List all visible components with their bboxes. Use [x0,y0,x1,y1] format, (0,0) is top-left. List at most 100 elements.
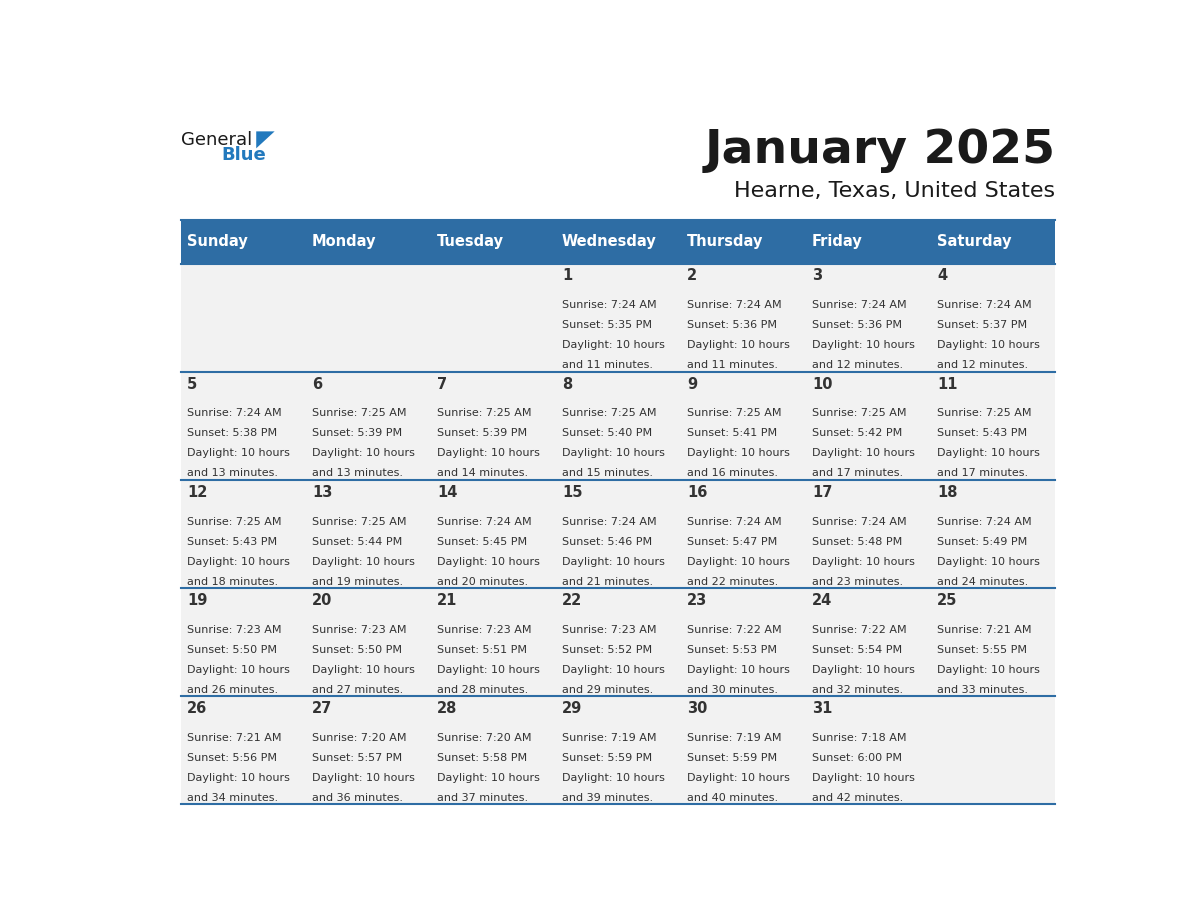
Text: Daylight: 10 hours: Daylight: 10 hours [687,773,790,783]
Text: Sunset: 5:58 PM: Sunset: 5:58 PM [437,753,527,763]
Text: and 12 minutes.: and 12 minutes. [811,361,903,370]
Text: and 36 minutes.: and 36 minutes. [312,793,403,803]
Bar [556,588,681,696]
Text: Sunset: 5:43 PM: Sunset: 5:43 PM [937,429,1026,439]
Text: and 11 minutes.: and 11 minutes. [562,361,653,370]
Text: and 20 minutes.: and 20 minutes. [437,577,529,587]
Text: January 2025: January 2025 [704,128,1055,173]
Text: Sunset: 5:36 PM: Sunset: 5:36 PM [687,320,777,330]
Text: 18: 18 [937,485,958,499]
Text: Saturday: Saturday [937,234,1011,249]
Bar [305,219,430,263]
Text: 17: 17 [811,485,833,499]
Bar [681,480,805,588]
Text: Daylight: 10 hours: Daylight: 10 hours [562,341,665,351]
Text: Sunrise: 7:23 AM: Sunrise: 7:23 AM [562,625,657,634]
Text: and 24 minutes.: and 24 minutes. [937,577,1028,587]
Bar [430,480,556,588]
Text: Daylight: 10 hours: Daylight: 10 hours [811,773,915,783]
Text: Daylight: 10 hours: Daylight: 10 hours [811,665,915,675]
Text: 7: 7 [437,376,447,392]
Text: Sunset: 5:41 PM: Sunset: 5:41 PM [687,429,777,439]
Bar [430,588,556,696]
Text: Sunset: 5:49 PM: Sunset: 5:49 PM [937,537,1028,546]
Text: and 29 minutes.: and 29 minutes. [562,685,653,695]
Text: Daylight: 10 hours: Daylight: 10 hours [188,449,290,458]
Text: Sunrise: 7:24 AM: Sunrise: 7:24 AM [937,300,1031,310]
Text: Daylight: 10 hours: Daylight: 10 hours [687,556,790,566]
Bar [930,263,1055,372]
Bar [556,696,681,804]
Text: Sunset: 6:00 PM: Sunset: 6:00 PM [811,753,902,763]
Bar [305,696,430,804]
Text: Sunrise: 7:25 AM: Sunrise: 7:25 AM [687,409,782,419]
Text: and 42 minutes.: and 42 minutes. [811,793,903,803]
Text: Daylight: 10 hours: Daylight: 10 hours [937,665,1040,675]
Text: Sunrise: 7:25 AM: Sunrise: 7:25 AM [437,409,531,419]
Text: Sunrise: 7:21 AM: Sunrise: 7:21 AM [937,625,1031,634]
Text: 21: 21 [437,593,457,608]
Text: Sunrise: 7:25 AM: Sunrise: 7:25 AM [312,517,406,527]
Text: and 32 minutes.: and 32 minutes. [811,685,903,695]
Text: Sunrise: 7:24 AM: Sunrise: 7:24 AM [437,517,532,527]
Bar [556,372,681,480]
Text: 27: 27 [312,701,333,716]
Text: and 28 minutes.: and 28 minutes. [437,685,529,695]
Text: Sunset: 5:35 PM: Sunset: 5:35 PM [562,320,652,330]
Bar [430,696,556,804]
Text: Daylight: 10 hours: Daylight: 10 hours [312,773,415,783]
Text: and 18 minutes.: and 18 minutes. [188,577,278,587]
Text: Sunday: Sunday [188,234,248,249]
Text: Sunrise: 7:25 AM: Sunrise: 7:25 AM [562,409,657,419]
Text: Thursday: Thursday [687,234,764,249]
Text: 29: 29 [562,701,582,716]
Bar [181,696,305,804]
Text: 12: 12 [188,485,208,499]
Text: Sunrise: 7:25 AM: Sunrise: 7:25 AM [312,409,406,419]
Text: and 21 minutes.: and 21 minutes. [562,577,653,587]
Text: Blue: Blue [221,145,266,163]
Text: Daylight: 10 hours: Daylight: 10 hours [188,556,290,566]
Bar [930,372,1055,480]
Text: 6: 6 [312,376,322,392]
Bar [430,263,556,372]
Text: Sunset: 5:56 PM: Sunset: 5:56 PM [188,753,277,763]
Text: Sunset: 5:50 PM: Sunset: 5:50 PM [312,644,402,655]
Text: Daylight: 10 hours: Daylight: 10 hours [687,449,790,458]
Text: General: General [181,131,252,150]
Text: Sunrise: 7:25 AM: Sunrise: 7:25 AM [188,517,282,527]
Text: Daylight: 10 hours: Daylight: 10 hours [562,665,665,675]
Text: Tuesday: Tuesday [437,234,504,249]
Text: 24: 24 [811,593,832,608]
Text: Monday: Monday [312,234,377,249]
Bar [181,480,305,588]
Text: Hearne, Texas, United States: Hearne, Texas, United States [734,181,1055,201]
Text: Sunset: 5:54 PM: Sunset: 5:54 PM [811,644,902,655]
Text: and 12 minutes.: and 12 minutes. [937,361,1028,370]
Bar [681,588,805,696]
Text: Sunset: 5:46 PM: Sunset: 5:46 PM [562,537,652,546]
Text: Wednesday: Wednesday [562,234,657,249]
Text: Sunset: 5:39 PM: Sunset: 5:39 PM [437,429,527,439]
Text: Sunrise: 7:24 AM: Sunrise: 7:24 AM [687,517,782,527]
Text: 30: 30 [687,701,707,716]
Text: Sunrise: 7:25 AM: Sunrise: 7:25 AM [811,409,906,419]
Text: and 13 minutes.: and 13 minutes. [188,468,278,478]
Text: Sunset: 5:48 PM: Sunset: 5:48 PM [811,537,902,546]
Text: and 34 minutes.: and 34 minutes. [188,793,278,803]
Bar [930,696,1055,804]
Text: and 14 minutes.: and 14 minutes. [437,468,529,478]
Text: Sunrise: 7:23 AM: Sunrise: 7:23 AM [188,625,282,634]
Text: Sunset: 5:38 PM: Sunset: 5:38 PM [188,429,277,439]
Bar [930,588,1055,696]
Polygon shape [257,131,274,149]
Text: and 37 minutes.: and 37 minutes. [437,793,529,803]
Text: Sunrise: 7:23 AM: Sunrise: 7:23 AM [437,625,531,634]
Text: Daylight: 10 hours: Daylight: 10 hours [188,665,290,675]
Bar [556,263,681,372]
Text: Sunset: 5:59 PM: Sunset: 5:59 PM [562,753,652,763]
Bar [181,588,305,696]
Text: 11: 11 [937,376,958,392]
Text: Sunrise: 7:19 AM: Sunrise: 7:19 AM [687,733,782,743]
Text: and 40 minutes.: and 40 minutes. [687,793,778,803]
